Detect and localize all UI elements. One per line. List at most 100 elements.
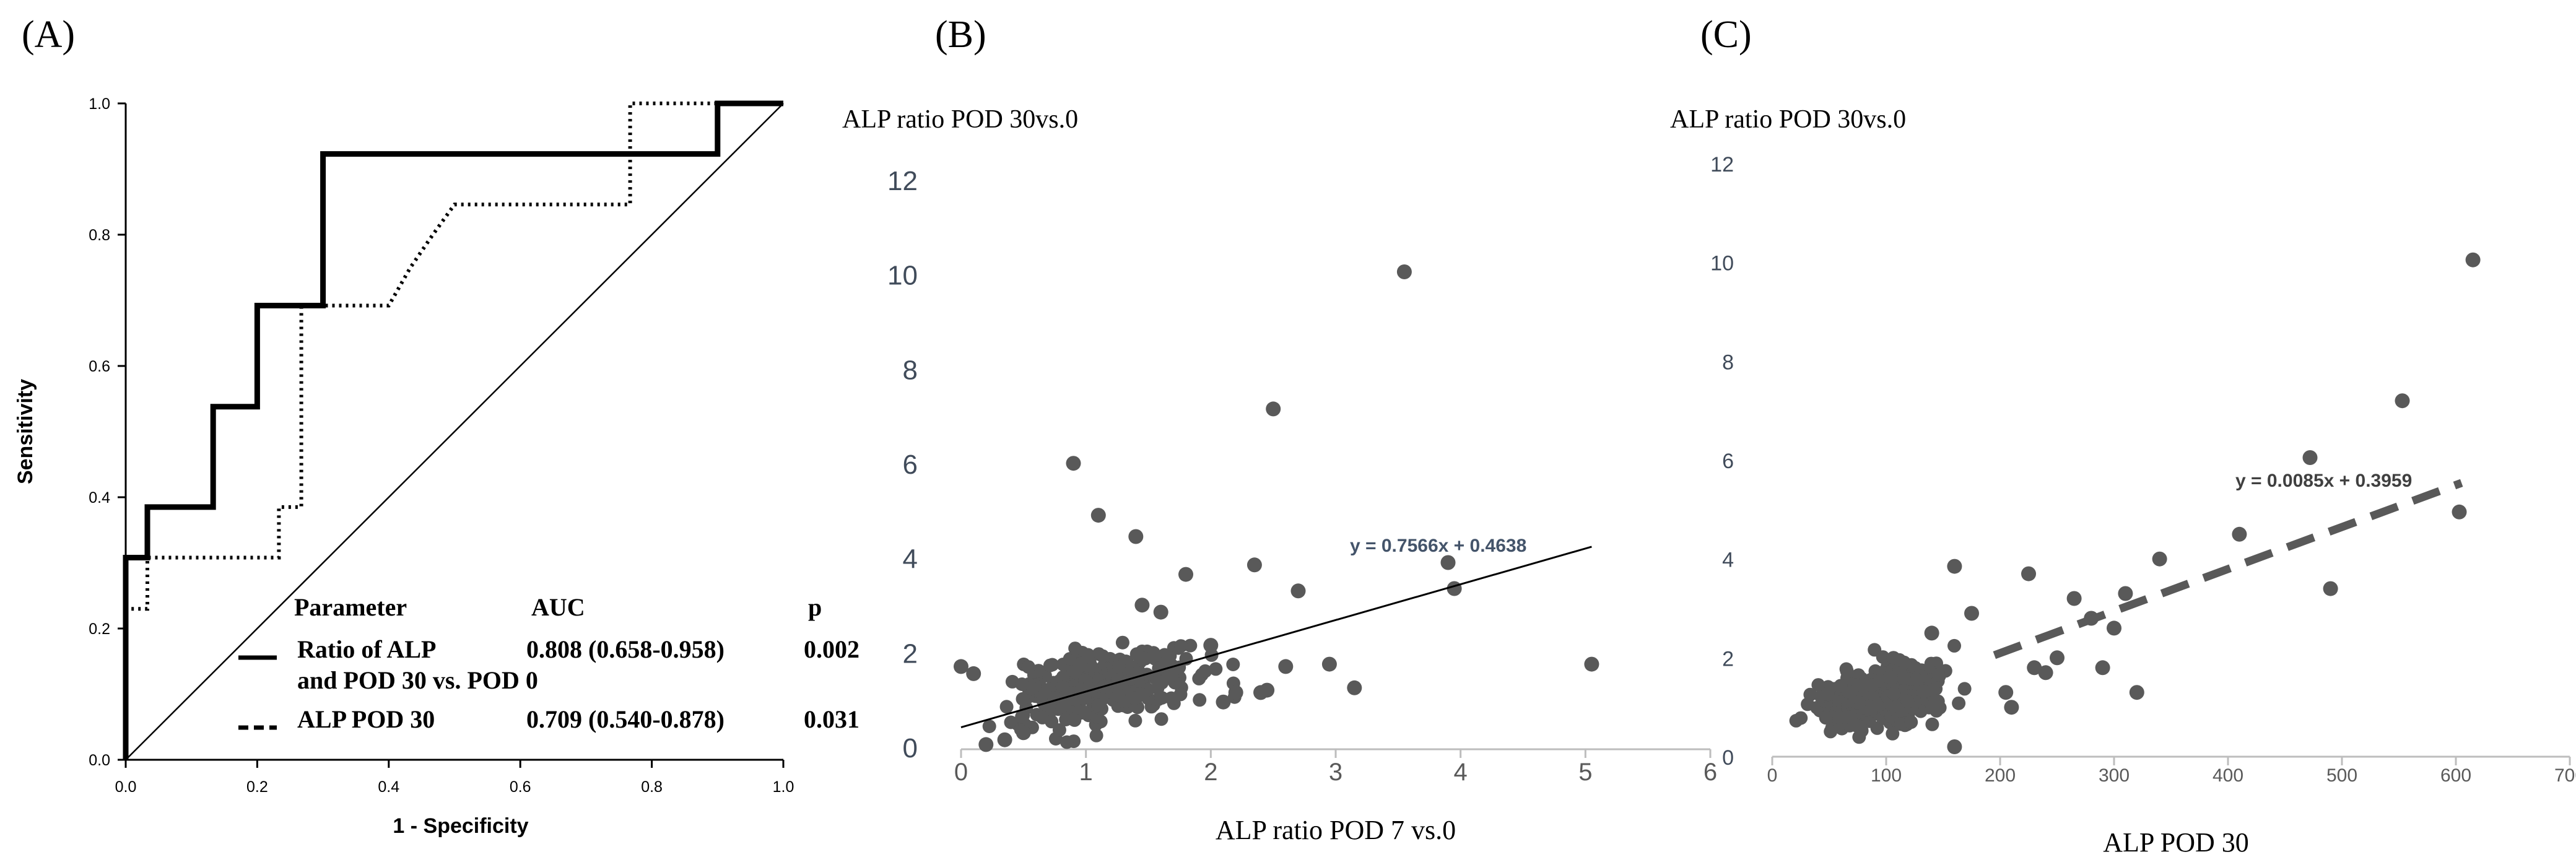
b-cluster-point (1021, 660, 1035, 674)
auc-row2-value: 0.709 (0.540-0.878) (526, 705, 724, 733)
c-data-point (2066, 591, 2082, 606)
c-cluster-point (1865, 678, 1879, 692)
roc-curve-ratio (123, 100, 783, 760)
panel-c-title: ALP ratio POD 30vs.0 (1670, 105, 1906, 134)
b-data-point (1584, 656, 1599, 672)
b-cluster-point (1016, 692, 1030, 706)
b-cluster-point (1174, 639, 1188, 653)
panel-c-label: (C) (1700, 14, 1752, 56)
c-data-point (2302, 450, 2318, 465)
b-cluster-point (1077, 691, 1092, 705)
c-data-point (2118, 586, 2133, 601)
c-y-tick-label: 0 (1722, 746, 1734, 770)
roc-x-tick-label: 0.6 (510, 778, 531, 796)
c-cluster-point (1811, 678, 1825, 692)
b-cluster-point (1112, 660, 1126, 674)
b-cluster-point (1115, 635, 1129, 650)
b-data-point (1090, 508, 1106, 523)
c-data-point (2004, 700, 2019, 715)
b-cluster-point (1084, 659, 1099, 674)
c-data-point (2465, 252, 2481, 268)
c-cluster-point (1821, 687, 1835, 701)
b-data-point (954, 659, 968, 674)
c-cluster-point (1886, 726, 1900, 741)
b-y-tick-label: 0 (903, 733, 918, 763)
b-cluster-point (1138, 651, 1152, 666)
c-cluster-point (1832, 711, 1847, 725)
auc-row2-name: ALP POD 30 (297, 705, 435, 733)
c-y-tick-label: 8 (1722, 350, 1734, 374)
scatter-panel-c: (C) ALP ratio POD 30vs.0 0 100 200 300 400 50… (1670, 14, 2576, 857)
b-x-tick-label: 3 (1329, 759, 1342, 786)
b-cluster-point (1095, 649, 1110, 663)
c-data-point (1924, 625, 1939, 641)
c-data-point (2395, 393, 2410, 409)
b-cluster-point (1209, 662, 1223, 676)
c-cluster-point (1900, 694, 1915, 708)
roc-x-tick-label: 0.8 (641, 778, 663, 796)
b-x-tick-label: 4 (1454, 759, 1468, 786)
c-cluster-point (1892, 653, 1907, 667)
auc-header-auc: AUC (531, 593, 585, 621)
c-data-point (2038, 665, 2053, 681)
c-y-ticks: 0 2 4 6 8 10 12 (1710, 153, 1734, 770)
b-data-point (1278, 659, 1294, 674)
b-data-point (1440, 555, 1456, 570)
b-x-tick-label: 2 (1204, 759, 1217, 786)
c-x-tick-label: 200 (1985, 765, 2016, 786)
roc-x-label: 1 - Specificity (393, 814, 528, 838)
b-cluster-point (1226, 658, 1240, 671)
auc-row1-name-cont: and POD 30 vs. POD 0 (297, 666, 538, 694)
b-y-tick-label: 4 (903, 544, 918, 575)
roc-x-tick-label: 1.0 (773, 778, 794, 796)
b-x-ticks: 0 1 2 3 4 5 6 (954, 749, 1717, 786)
c-cluster-point (1894, 717, 1908, 731)
roc-curves (123, 100, 784, 760)
b-data-point (1228, 685, 1243, 700)
b-x-tick-label: 5 (1578, 759, 1592, 786)
b-cluster-point (1043, 658, 1057, 672)
roc-x-tick-label: 0.2 (246, 778, 268, 796)
roc-reference-diagonal (125, 103, 784, 760)
b-cluster-point (1015, 677, 1029, 691)
auc-row2-p: 0.031 (804, 705, 859, 733)
b-data-point (1260, 682, 1275, 698)
b-x-tick-label: 0 (954, 759, 968, 786)
b-data-point (1266, 401, 1281, 417)
b-trend-equation: y = 0.7566x + 0.4638 (1350, 536, 1526, 556)
c-cluster-point (1840, 664, 1854, 678)
c-x-tick-label: 0 (1767, 765, 1778, 786)
b-data-point (1290, 583, 1306, 599)
b-cluster-point (1074, 656, 1088, 671)
c-y-tick-label: 4 (1722, 549, 1734, 572)
b-data-point (966, 666, 981, 681)
auc-table: Parameter AUC p Ratio of ALP 0.808 (0.65… (238, 593, 859, 733)
c-cluster-point (1843, 710, 1857, 724)
b-cluster-point (1164, 669, 1178, 682)
c-cluster-point (1887, 687, 1901, 701)
c-data-point (2095, 660, 2110, 676)
c-data-point (2027, 660, 2042, 676)
c-x-tick-label: 500 (2326, 765, 2357, 786)
c-cluster-point (1947, 638, 1961, 653)
b-data-point (1178, 567, 1193, 582)
b-cluster-point (1128, 713, 1142, 728)
c-y-tick-label: 6 (1722, 450, 1734, 473)
c-cluster-point (1876, 650, 1890, 664)
b-cluster-point (999, 700, 1014, 714)
b-cluster-point (1056, 670, 1070, 684)
roc-x-ticks: 0.0 0.2 0.4 0.6 0.8 1.0 (115, 760, 794, 796)
b-cluster-point (1155, 676, 1169, 690)
b-data-point (1134, 598, 1150, 613)
b-y-tick-label: 6 (903, 450, 918, 480)
b-cluster-point (1198, 664, 1212, 678)
roc-y-tick-label: 0.6 (89, 358, 110, 375)
c-data-point (2323, 581, 2338, 596)
c-points (1924, 252, 2481, 754)
c-data-point (2050, 650, 2065, 666)
b-cluster-point (1089, 728, 1103, 742)
c-y-tick-label: 12 (1710, 153, 1734, 176)
b-data-point (1447, 581, 1462, 596)
